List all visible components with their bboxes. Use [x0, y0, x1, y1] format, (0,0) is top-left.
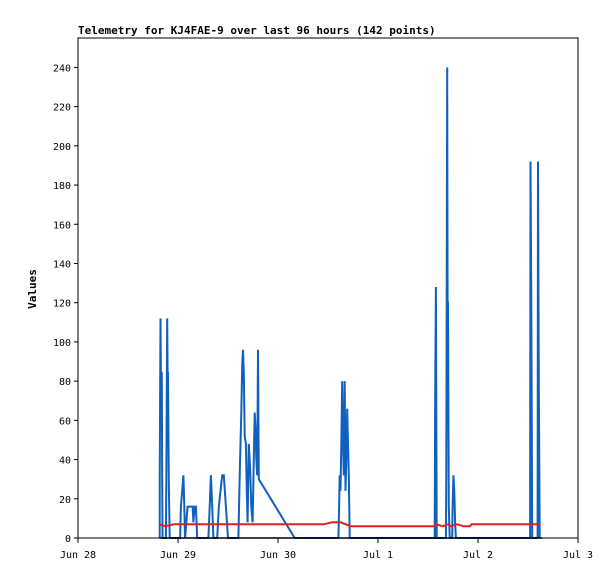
x-ticks: Jun 28 Jun 29 Jun 30 Jul 1 Jul 2 Jul 3	[60, 538, 593, 561]
y-tick-label: 220	[53, 103, 71, 114]
y-tick-label: 80	[59, 377, 71, 388]
series-line-2	[159, 521, 541, 528]
y-tick-label: 60	[59, 416, 71, 427]
y-tick-label: 180	[53, 181, 71, 192]
y-tick-label: 100	[53, 338, 71, 349]
x-tick-label: Jun 28	[60, 550, 96, 561]
x-tick-label: Jul 1	[363, 550, 393, 561]
chart-title: Telemetry for KJ4FAE-9 over last 96 hour…	[78, 24, 436, 37]
x-tick-label: Jun 30	[260, 550, 296, 561]
plot-frame	[77, 37, 579, 539]
y-tick-label: 160	[53, 220, 71, 231]
x-tick-label: Jun 29	[160, 550, 196, 561]
y-tick-label: 140	[53, 259, 71, 270]
y-tick-label: 20	[59, 495, 71, 506]
y-tick-label: 0	[65, 534, 71, 545]
y-ticks: 0 20 40 60 80 100 120 140 160 180 200 220 240	[53, 63, 78, 545]
y-tick-label: 200	[53, 142, 71, 153]
x-tick-label: Jul 3	[563, 550, 593, 561]
y-axis-label: Values	[26, 269, 39, 309]
x-tick-label: Jul 2	[463, 550, 493, 561]
y-tick-label: 40	[59, 456, 71, 467]
series-layer	[158, 67, 543, 539]
y-tick-label: 240	[53, 63, 71, 74]
y-tick-label: 120	[53, 299, 71, 310]
series-line-1	[158, 67, 541, 539]
